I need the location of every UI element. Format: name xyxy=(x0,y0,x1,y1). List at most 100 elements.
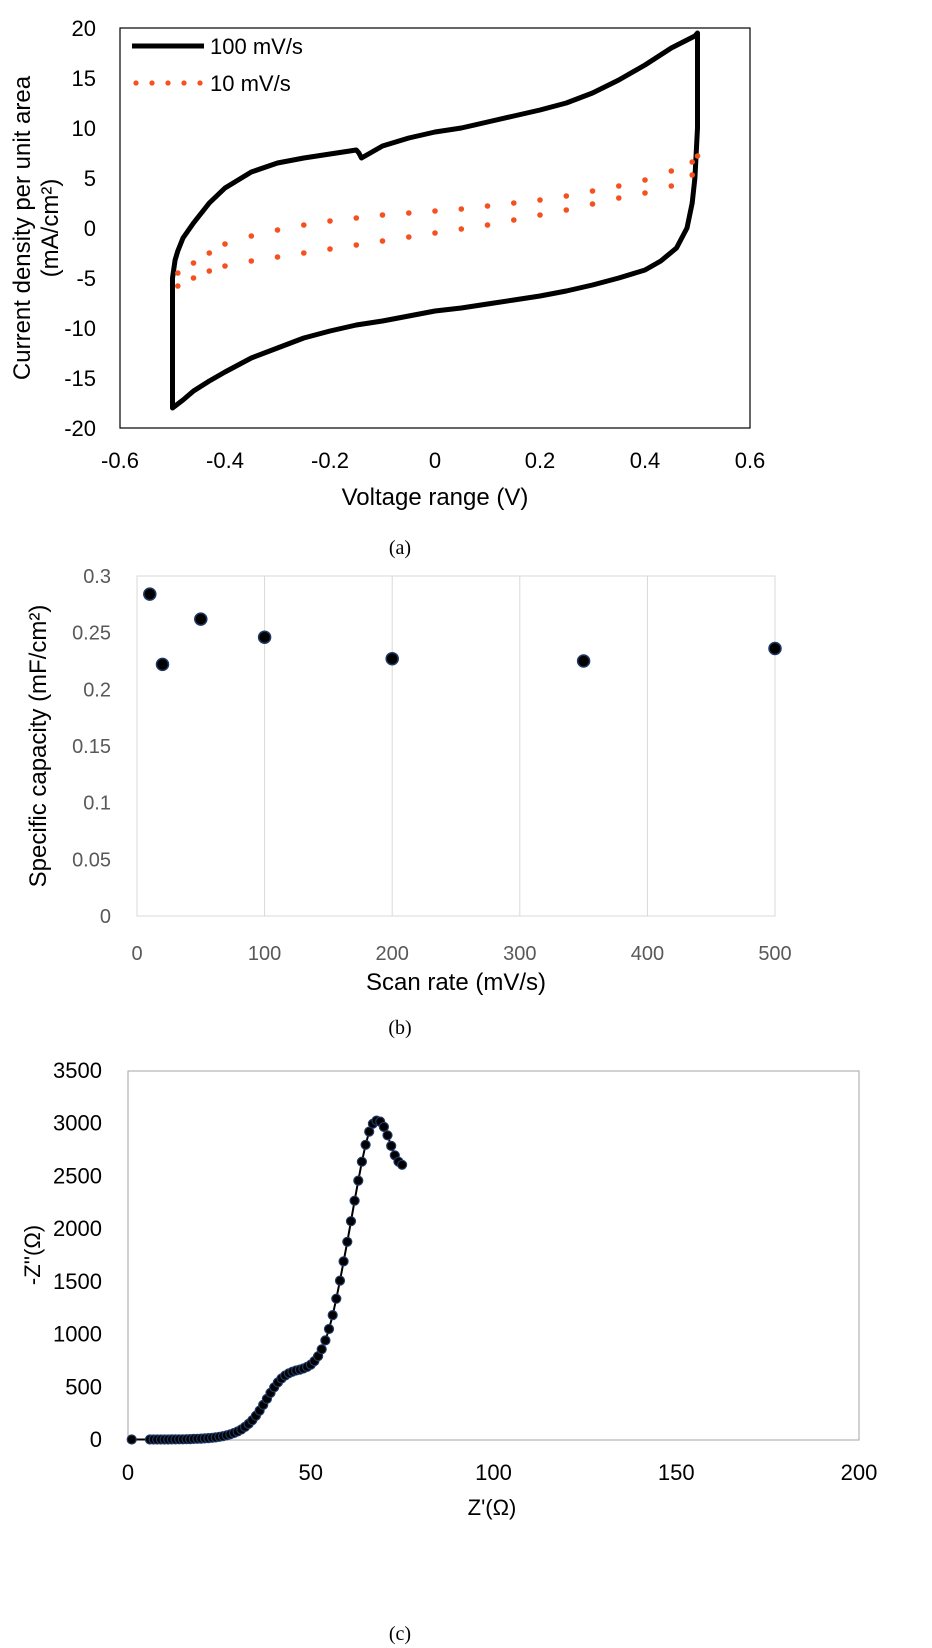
series-point-10mvs xyxy=(274,227,281,233)
series-point-10mvs xyxy=(301,222,307,228)
chart-b-ytick-label: 0.1 xyxy=(83,793,111,815)
series-point-10mvs xyxy=(353,242,360,248)
data-point xyxy=(342,1236,353,1247)
chart-c-xtick-label: 150 xyxy=(658,1460,695,1485)
data-point xyxy=(353,1175,364,1186)
chart-c-ytick-label: 1000 xyxy=(53,1322,102,1347)
chart-c-ytick-label: 1500 xyxy=(53,1269,102,1294)
series-point-10mvs xyxy=(175,270,181,276)
chart-b-xtick-label: 300 xyxy=(503,943,536,965)
data-point xyxy=(323,1323,335,1335)
chart-b-series xyxy=(143,587,782,672)
chart-b-plot-frame xyxy=(136,575,776,917)
chart-b-ytick-label: 0.3 xyxy=(83,566,111,588)
series-point-10mvs xyxy=(589,188,596,194)
legend-label-100mvs: 100 mV/s xyxy=(210,34,303,59)
chart-a-x-ticks: -0.6 -0.4 -0.2 0 0.2 0.4 0.6 xyxy=(101,448,765,473)
legend-dots-10mvs xyxy=(133,80,203,86)
series-point-10mvs xyxy=(689,172,695,178)
data-point xyxy=(320,1335,331,1346)
chart-b-y-ticks: 0 0.05 0.1 0.15 0.2 0.25 0.3 xyxy=(72,566,111,928)
chart-c-nyquist-plot: 0 500 1000 1500 2000 2500 3000 3500 0 50 100 150 20… xyxy=(20,1058,877,1645)
chart-a-plot-frame xyxy=(119,27,751,429)
chart-b-xtick-label: 400 xyxy=(631,943,664,965)
series-point-10mvs xyxy=(175,283,181,289)
series-point-10mvs xyxy=(563,207,570,213)
chart-a-ytick-label: 20 xyxy=(72,16,96,41)
data-point xyxy=(360,1139,371,1150)
chart-b-ytick-label: 0.15 xyxy=(72,736,111,758)
series-point-10mvs xyxy=(206,250,213,256)
data-point xyxy=(382,1130,393,1141)
chart-c-ytick-label: 0 xyxy=(90,1427,102,1452)
series-point-10mvs xyxy=(432,230,438,236)
series-point-10mvs xyxy=(327,246,333,252)
chart-c-y-ticks: 0 500 1000 1500 2000 2500 3000 3500 xyxy=(53,1058,102,1452)
chart-c-ytick-label: 2000 xyxy=(53,1216,102,1241)
series-point-10mvs xyxy=(537,212,543,218)
chart-a-xtick-label: 0.2 xyxy=(525,448,556,473)
chart-b-xtick-label: 0 xyxy=(131,943,142,965)
series-point-10mvs xyxy=(668,183,675,189)
series-point-10mvs xyxy=(406,234,412,240)
chart-b-xtick-label: 100 xyxy=(248,943,281,965)
chart-c-caption: (c) xyxy=(389,1623,411,1645)
series-point-10mvs xyxy=(327,218,333,224)
chart-a-ytick-label: -20 xyxy=(64,416,96,441)
chart-a-y-ticks: -20 -15 -10 -5 0 5 10 15 20 xyxy=(64,16,96,441)
series-point-10mvs xyxy=(190,260,197,266)
chart-a-series xyxy=(170,30,701,411)
data-point xyxy=(349,1195,360,1206)
chart-b-ytick-label: 0.05 xyxy=(72,849,111,871)
chart-a-xtick-label: -0.2 xyxy=(311,448,349,473)
chart-b-ytick-label: 0 xyxy=(100,906,111,928)
chart-c-xtick-label: 0 xyxy=(122,1460,134,1485)
series-point-10mvs xyxy=(537,197,543,203)
chart-b-y-axis-label: Specific capacity (mF/cm²) xyxy=(25,605,52,888)
chart-a-ytick-label: 15 xyxy=(72,66,96,91)
chart-a-ytick-label: 5 xyxy=(84,166,96,191)
series-point-10mvs xyxy=(511,200,517,206)
data-point xyxy=(385,651,399,666)
chart-a-ylabel-line-1: Current density per unit area xyxy=(9,75,36,380)
chart-c-xtick-label: 50 xyxy=(299,1460,323,1485)
chart-c-x-ticks: 0 50 100 150 200 xyxy=(122,1460,877,1485)
chart-b-x-axis-label: Scan rate (mV/s) xyxy=(366,969,546,996)
series-point-10mvs xyxy=(458,226,465,232)
data-point xyxy=(126,1434,137,1445)
chart-a-xtick-label: 0.4 xyxy=(630,448,661,473)
data-point xyxy=(155,657,170,672)
series-point-10mvs xyxy=(379,212,386,218)
chart-c-ytick-label: 500 xyxy=(65,1374,102,1399)
series-point-10mvs xyxy=(511,217,517,223)
chart-a-xtick-label: -0.4 xyxy=(206,448,244,473)
series-point-10mvs xyxy=(668,168,675,174)
data-point xyxy=(334,1275,346,1286)
series-point-10mvs xyxy=(353,215,360,221)
series-line-100mvs xyxy=(170,30,700,411)
chart-a-x-axis-label: Voltage range (V) xyxy=(342,484,529,511)
chart-a-ytick-label: 10 xyxy=(72,116,96,141)
chart-c-ytick-label: 2500 xyxy=(53,1163,102,1188)
series-point-10mvs xyxy=(301,250,307,256)
series-point-10mvs xyxy=(616,183,622,189)
chart-c-xtick-label: 200 xyxy=(841,1460,878,1485)
series-point-10mvs xyxy=(406,210,412,216)
data-point xyxy=(143,587,157,601)
data-point xyxy=(576,654,591,668)
chart-a-ytick-label: -15 xyxy=(64,366,96,391)
chart-a-ylabel-line-2: (mA/cm²) xyxy=(37,179,64,278)
chart-b-xtick-label: 500 xyxy=(758,943,791,965)
data-point xyxy=(316,1344,327,1355)
chart-a-xtick-label: 0 xyxy=(429,448,441,473)
series-point-10mvs xyxy=(642,177,648,183)
series-point-10mvs xyxy=(222,263,228,269)
data-point xyxy=(257,630,272,644)
series-point-10mvs xyxy=(484,203,491,209)
data-point xyxy=(338,1256,349,1267)
chart-a-legend: 100 mV/s 10 mV/s xyxy=(132,34,303,96)
chart-c-y-axis-label: -Z''(Ω) xyxy=(20,1225,45,1285)
series-point-10mvs xyxy=(484,222,491,228)
chart-c-x-axis-label: Z'(Ω) xyxy=(468,1495,517,1520)
